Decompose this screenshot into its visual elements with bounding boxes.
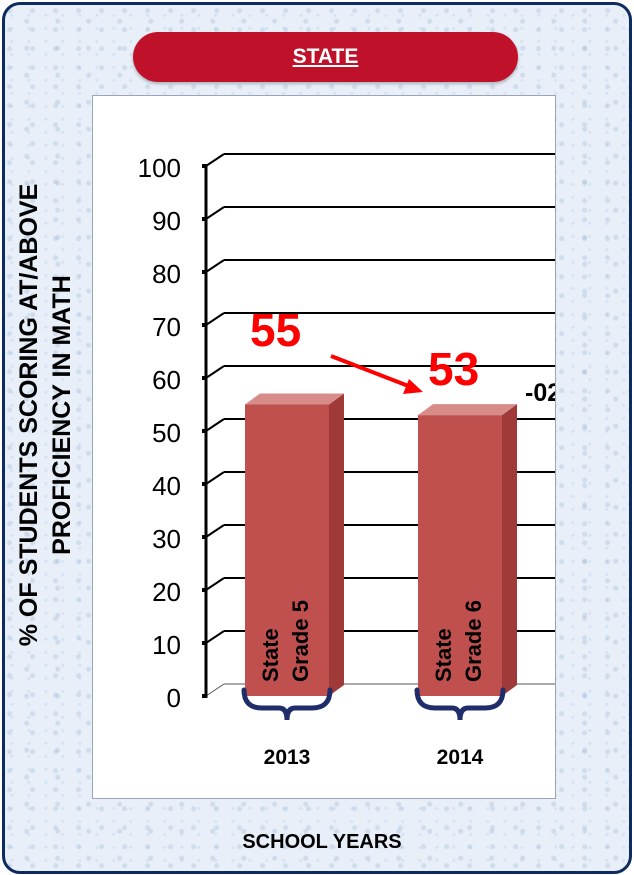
y-tick-label: 40	[152, 471, 181, 501]
y-axis-label-line-2: PROFICIENCY IN MATH	[48, 275, 76, 555]
y-tick-label: 100	[138, 153, 181, 183]
gridline-depth	[205, 577, 225, 591]
y-tick-label: 70	[152, 312, 181, 342]
y-tick-label: 0	[167, 683, 181, 713]
bar-side	[329, 393, 344, 696]
bar-label: Grade 6	[461, 600, 486, 682]
gridline-depth	[205, 471, 225, 485]
bar-top	[418, 404, 517, 416]
gridline-depth	[205, 418, 225, 432]
bar	[418, 415, 502, 696]
change-label: -02	[525, 379, 555, 407]
x-tick-label: 2014	[437, 746, 484, 769]
bar-label: State	[431, 628, 456, 682]
change-arrowhead	[403, 379, 423, 394]
y-axis-label-line-1: % OF STUDENTS SCORING AT/ABOVE	[15, 183, 43, 647]
bar-label: State	[258, 628, 283, 682]
plot-area: 0 10 20 30 40 50 60 70 80 90 100 State Grade 5 2013 St…	[92, 95, 556, 799]
x-tick-label: 2013	[264, 746, 311, 769]
data-label: 53	[428, 343, 479, 395]
gridline-depth	[205, 259, 225, 273]
floor-depth	[205, 683, 225, 697]
gridline-depth	[205, 365, 225, 379]
bar	[245, 404, 329, 696]
y-tick-label: 30	[152, 524, 181, 554]
bar-side	[502, 404, 517, 696]
gridline-depth	[205, 153, 225, 167]
gridline-depth	[205, 206, 225, 220]
gridline-depth	[205, 630, 225, 644]
year-brace	[414, 687, 506, 721]
year-brace	[241, 687, 333, 721]
y-tick-label: 10	[152, 630, 181, 660]
change-arrow	[330, 354, 412, 389]
chart-title: STATE	[292, 45, 359, 68]
gridline-depth	[205, 524, 225, 538]
x-axis-label: SCHOOL YEARS	[242, 831, 402, 853]
y-tick-label: 50	[152, 418, 181, 448]
bar-label: Grade 5	[288, 600, 313, 682]
data-label: 55	[250, 304, 301, 356]
bar-top	[245, 393, 344, 405]
y-tick-label: 60	[152, 365, 181, 395]
y-tick-label: 20	[152, 577, 181, 607]
y-tick-label: 90	[152, 206, 181, 236]
y-tick-label: 80	[152, 259, 181, 289]
title-banner: STATE	[133, 32, 518, 82]
gridline-depth	[205, 312, 225, 326]
